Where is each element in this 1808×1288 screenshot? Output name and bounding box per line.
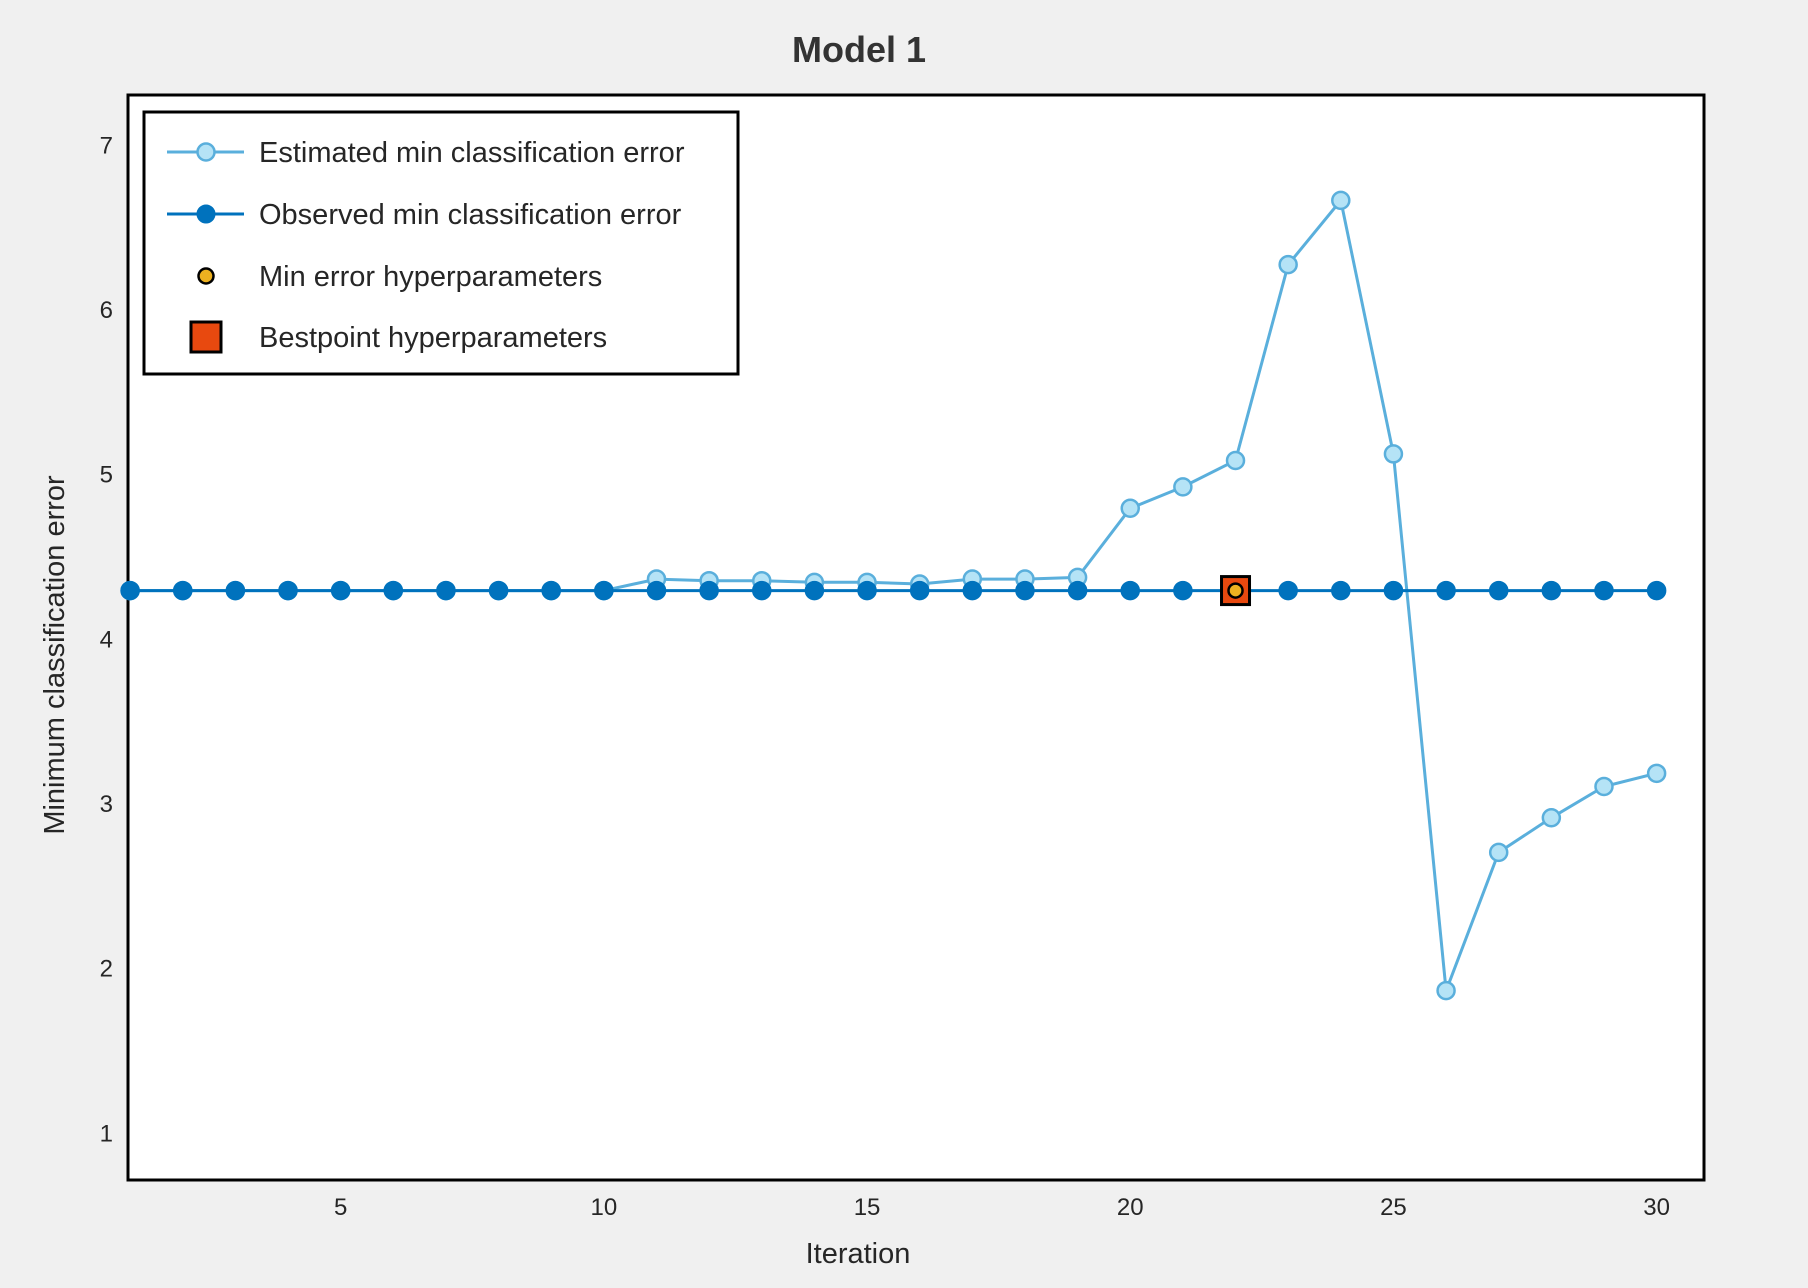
legend-estimated-marker <box>196 142 216 162</box>
legend: Estimated min classification error Obser… <box>142 110 740 376</box>
observed-point <box>1383 580 1404 601</box>
legend-observed-label: Observed min classification error <box>259 199 682 231</box>
observed-point <box>1173 580 1193 601</box>
observed-point <box>804 580 825 601</box>
observed-point <box>488 580 509 601</box>
observed-point <box>1436 580 1456 601</box>
y-tick-label: 5 <box>100 462 113 489</box>
estimated-point <box>1383 444 1404 464</box>
y-tick-label: 3 <box>100 791 113 818</box>
x-axis-ticks: 5 10 15 20 25 30 <box>334 1194 1670 1221</box>
x-tick-label: 10 <box>591 1194 618 1221</box>
series-layer <box>120 190 1667 1001</box>
observed-point <box>1488 580 1509 601</box>
y-tick-label: 4 <box>100 626 113 653</box>
legend-min-error-label: Min error hyperparameters <box>259 261 602 293</box>
observed-point <box>383 580 404 601</box>
estimated-point <box>1436 980 1456 1001</box>
observed-point <box>752 580 772 601</box>
observed-point <box>278 580 298 601</box>
observed-point <box>225 580 246 601</box>
observed-point <box>330 580 351 601</box>
y-axis-label: Minimum classification error <box>39 475 71 835</box>
estimated-point <box>1173 477 1193 497</box>
x-tick-label: 15 <box>854 1194 881 1221</box>
x-tick-label: 25 <box>1380 1194 1407 1221</box>
estimated-point <box>1594 776 1614 797</box>
observed-point <box>1331 580 1351 601</box>
y-axis-ticks: 1 2 3 4 5 6 7 <box>100 132 113 1147</box>
legend-min-error-marker <box>197 267 215 285</box>
estimated-point <box>1278 254 1298 275</box>
observed-point <box>172 580 193 601</box>
observed-point <box>1120 580 1140 601</box>
observed-point <box>1015 580 1035 601</box>
observed-point <box>1278 580 1298 601</box>
legend-estimated-label: Estimated min classification error <box>259 137 685 169</box>
observed-point <box>962 580 983 601</box>
legend-bestpoint-marker <box>189 320 223 354</box>
observed-point <box>909 580 930 601</box>
observed-point <box>857 580 877 601</box>
observed-point <box>699 580 719 601</box>
min-error-marker <box>1227 582 1244 599</box>
estimated-point <box>1331 190 1351 211</box>
estimated-point <box>1120 498 1140 519</box>
chart-title: Model 1 <box>792 29 926 70</box>
estimated-point <box>1646 763 1667 784</box>
estimated-point <box>1541 808 1562 828</box>
x-axis-label: Iteration <box>806 1238 911 1270</box>
y-tick-label: 2 <box>100 956 113 983</box>
observed-point <box>1646 580 1667 601</box>
legend-observed-marker <box>196 204 216 224</box>
observed-point <box>646 580 667 601</box>
observed-point <box>1541 580 1562 601</box>
x-tick-label: 20 <box>1117 1194 1144 1221</box>
y-tick-label: 1 <box>100 1120 113 1147</box>
observed-point <box>120 580 140 601</box>
y-tick-label: 7 <box>100 132 113 159</box>
observed-point <box>1594 580 1614 601</box>
observed-point <box>436 580 456 601</box>
observed-point <box>1067 580 1088 601</box>
estimated-point <box>1225 450 1246 471</box>
y-tick-label: 6 <box>100 297 113 324</box>
legend-box <box>142 110 740 376</box>
estimated-point <box>1488 842 1509 863</box>
x-tick-label: 5 <box>334 1194 347 1221</box>
x-tick-label: 30 <box>1643 1194 1670 1221</box>
observed-point <box>541 580 561 601</box>
observed-point <box>594 580 614 601</box>
legend-bestpoint-label: Bestpoint hyperparameters <box>259 322 607 354</box>
